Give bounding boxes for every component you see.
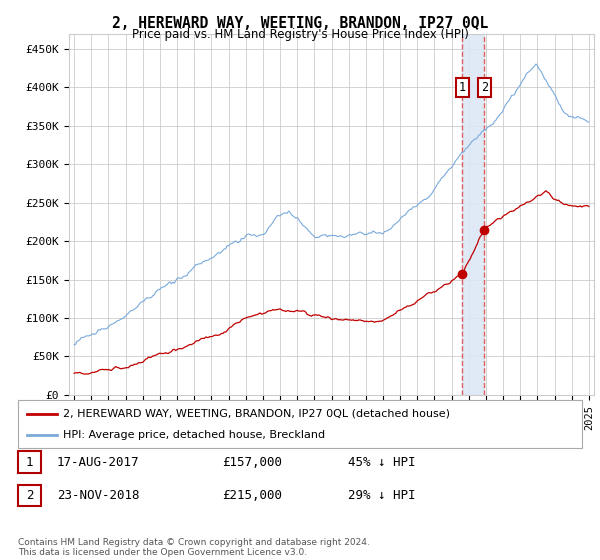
Text: 2: 2 <box>481 81 488 94</box>
Text: Price paid vs. HM Land Registry's House Price Index (HPI): Price paid vs. HM Land Registry's House … <box>131 28 469 41</box>
Text: £215,000: £215,000 <box>222 489 282 502</box>
Text: Contains HM Land Registry data © Crown copyright and database right 2024.
This d: Contains HM Land Registry data © Crown c… <box>18 538 370 557</box>
Text: 23-NOV-2018: 23-NOV-2018 <box>57 489 139 502</box>
Text: £157,000: £157,000 <box>222 455 282 469</box>
Text: 2, HEREWARD WAY, WEETING, BRANDON, IP27 0QL: 2, HEREWARD WAY, WEETING, BRANDON, IP27 … <box>112 16 488 31</box>
Text: 2, HEREWARD WAY, WEETING, BRANDON, IP27 0QL (detached house): 2, HEREWARD WAY, WEETING, BRANDON, IP27 … <box>63 409 450 419</box>
Text: 1: 1 <box>459 81 466 94</box>
Text: 2: 2 <box>26 489 33 502</box>
Text: 45% ↓ HPI: 45% ↓ HPI <box>348 455 415 469</box>
Text: 17-AUG-2017: 17-AUG-2017 <box>57 455 139 469</box>
Bar <box>463 34 484 395</box>
Text: 1: 1 <box>26 455 33 469</box>
Text: HPI: Average price, detached house, Breckland: HPI: Average price, detached house, Brec… <box>63 430 325 440</box>
Text: 29% ↓ HPI: 29% ↓ HPI <box>348 489 415 502</box>
